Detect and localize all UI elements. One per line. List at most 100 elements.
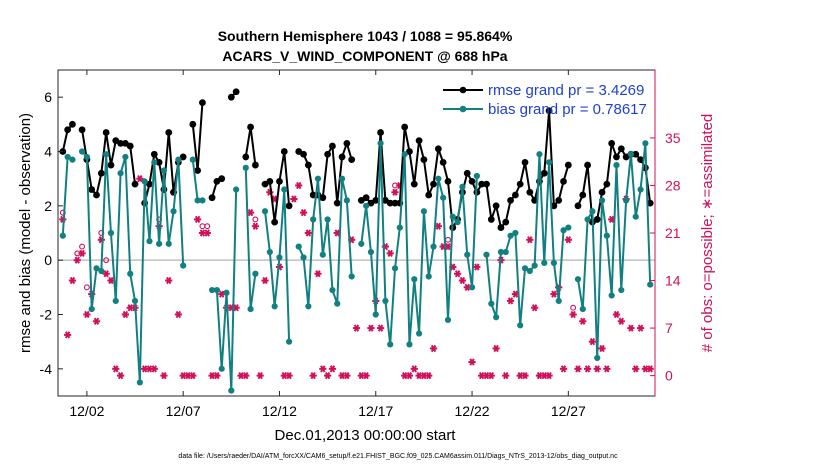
data-point-rmse: [343, 139, 351, 147]
obs-assimilated-stroke: [594, 365, 600, 373]
data-point-bias: [314, 175, 322, 182]
obs-assimilated-stroke: [199, 229, 206, 237]
obs-assimilated-stroke: [565, 236, 572, 244]
obs-assimilated-marker: [324, 372, 332, 380]
data-point-rmse: [232, 88, 240, 96]
obs-assimilated-stroke: [122, 310, 129, 319]
obs-assimilated-stroke: [161, 372, 167, 380]
obs-assimilated-stroke: [377, 324, 384, 332]
data-point-rmse: [319, 194, 327, 202]
data-point-rmse: [487, 216, 495, 223]
data-point-rmse: [276, 177, 283, 185]
obs-assimilated-stroke: [560, 365, 567, 373]
obs-assimilated-marker: [632, 365, 640, 373]
obs-assimilated-marker: [588, 338, 597, 346]
data-point-bias: [103, 151, 110, 158]
y2-tick-label: 0: [665, 368, 673, 384]
obs-assimilated-stroke: [358, 372, 364, 380]
obs-assimilated-stroke: [580, 317, 586, 325]
data-point-bias: [483, 251, 490, 258]
data-point-bias: [180, 262, 187, 269]
obs-assimilated-marker: [352, 324, 361, 332]
obs-assimilated-stroke: [416, 372, 422, 380]
obs-assimilated-stroke: [363, 372, 369, 380]
data-point-rmse: [146, 180, 153, 188]
obs-assimilated-stroke: [522, 372, 528, 380]
legend-marker-bias: [459, 105, 467, 113]
obs-assimilated-marker: [150, 365, 158, 373]
obs-assimilated-stroke: [454, 270, 461, 278]
obs-assimilated-stroke: [185, 372, 191, 380]
data-point-bias: [613, 161, 620, 169]
data-file-footer: data file: /Users/raeder/DAI/ATM_forcXX/…: [178, 453, 618, 460]
data-point-rmse: [329, 142, 336, 150]
obs-assimilated-stroke: [93, 317, 100, 325]
obs-assimilated-stroke: [219, 290, 225, 298]
obs-assimilated-stroke: [238, 372, 244, 380]
obs-assimilated-stroke: [488, 372, 494, 380]
obs-assimilated-marker: [386, 249, 394, 257]
data-point-rmse: [300, 150, 307, 158]
data-point-rmse: [251, 161, 259, 169]
obs-assimilated-stroke: [459, 276, 466, 285]
obs-assimilated-stroke: [286, 372, 292, 380]
data-point-rmse: [632, 150, 640, 158]
data-point-rmse: [430, 180, 437, 188]
obs-assimilated-marker: [92, 317, 101, 325]
data-point-rmse: [531, 197, 539, 204]
obs-assimilated-marker: [391, 188, 399, 196]
obs-assimilated-stroke: [575, 365, 581, 373]
data-point-rmse: [227, 93, 235, 101]
obs-assimilated-stroke: [247, 209, 254, 217]
data-point-bias: [78, 148, 86, 155]
obs-assimilated-stroke: [141, 365, 148, 373]
obs-assimilated-stroke: [507, 297, 514, 305]
data-point-bias: [468, 284, 476, 291]
plot-area: [58, 70, 655, 396]
obs-assimilated-marker: [506, 297, 515, 305]
x-tick-label: 12/02: [69, 403, 104, 419]
data-point-rmse: [540, 169, 548, 177]
data-point-bias: [594, 354, 601, 362]
data-point-rmse: [502, 218, 510, 226]
data-point-bias: [310, 216, 317, 223]
obs-assimilated-marker: [160, 372, 168, 380]
series-line-rmse: [577, 142, 652, 224]
obs-assimilated-marker: [583, 365, 592, 373]
obs-assimilated-stroke: [175, 310, 182, 319]
data-point-rmse: [564, 161, 572, 169]
data-point-rmse: [199, 99, 206, 106]
data-point-rmse: [362, 194, 370, 202]
y2-tick-label: 7: [665, 320, 673, 336]
data-point-bias: [252, 270, 259, 277]
data-point-rmse: [560, 177, 567, 185]
data-point-rmse: [194, 167, 202, 174]
obs-assimilated-marker: [73, 256, 81, 264]
data-point-bias: [160, 167, 168, 174]
data-point-bias: [497, 248, 505, 256]
data-point-bias: [526, 267, 533, 275]
obs-assimilated-stroke: [609, 215, 615, 224]
data-point-rmse: [598, 188, 606, 196]
y-axis-label: rmse and bias (model - observation): [17, 113, 34, 353]
data-point-bias: [382, 297, 389, 305]
data-point-rmse: [69, 120, 76, 128]
obs-possible-marker: [83, 284, 90, 291]
obs-assimilated-marker: [636, 324, 645, 332]
data-point-rmse: [401, 123, 409, 131]
data-point-rmse: [516, 180, 524, 188]
obs-assimilated-stroke: [204, 229, 210, 237]
obs-assimilated-marker: [256, 372, 264, 380]
obs-assimilated-stroke: [512, 290, 519, 298]
obs-assimilated-stroke: [108, 276, 114, 285]
data-point-rmse: [304, 161, 312, 169]
obs-assimilated-marker: [242, 372, 250, 380]
data-point-rmse: [372, 197, 380, 204]
data-point-rmse: [131, 180, 139, 188]
data-point-bias: [261, 208, 269, 215]
y2-tick-label: 14: [665, 273, 681, 289]
obs-assimilated-stroke: [637, 324, 644, 332]
data-point-rmse: [271, 218, 279, 226]
obs-assimilated-stroke: [300, 209, 307, 217]
obs-assimilated-stroke: [421, 372, 427, 380]
